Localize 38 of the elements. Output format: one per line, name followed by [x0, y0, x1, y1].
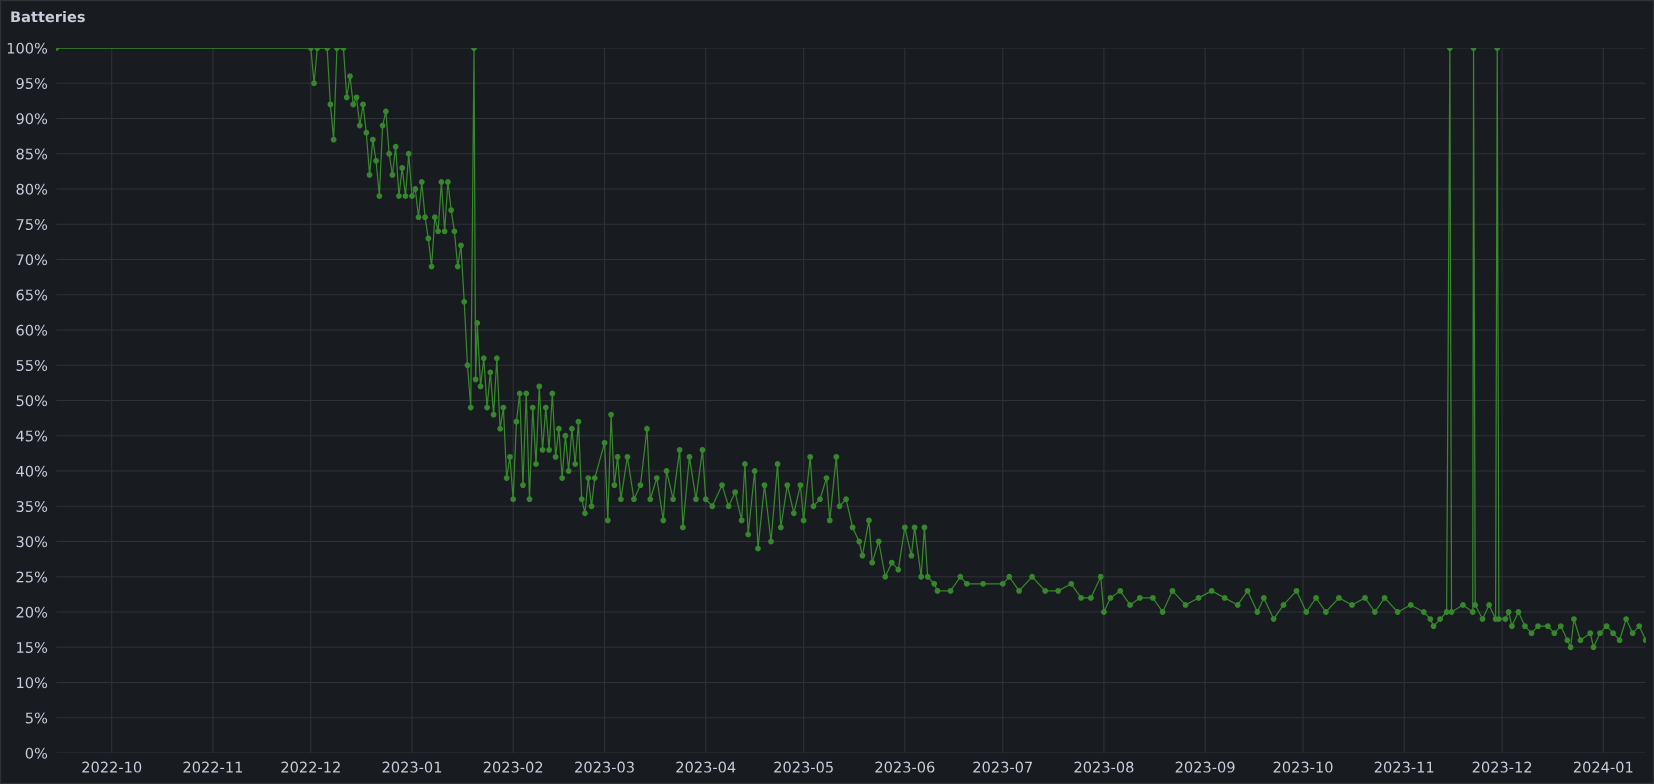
y-tick-label: 60% — [16, 324, 48, 336]
x-tick-label: 2022-11 — [183, 761, 243, 773]
y-tick-label: 85% — [16, 148, 48, 160]
x-tick-label: 2023-11 — [1374, 761, 1434, 773]
y-tick-label: 20% — [16, 606, 48, 618]
y-tick-label: 70% — [16, 254, 48, 266]
y-tick-label: 50% — [16, 395, 48, 407]
y-tick-label: 35% — [16, 500, 48, 512]
x-tick-label: 2023-07 — [973, 761, 1032, 773]
x-tick-label: 2023-08 — [1074, 761, 1134, 773]
y-tick-label: 100% — [7, 42, 48, 54]
y-tick-label: 5% — [25, 712, 48, 724]
y-tick-label: 40% — [16, 465, 48, 477]
y-tick-label: 10% — [17, 677, 48, 689]
y-tick-label: 30% — [16, 536, 48, 548]
x-tick-label: 2023-06 — [875, 761, 935, 773]
x-tick-label: 2023-01 — [382, 761, 442, 773]
y-tick-label: 90% — [16, 113, 48, 125]
x-tick-label: 2022-10 — [82, 761, 142, 773]
x-tick-label: 2023-02 — [483, 761, 543, 773]
x-tick-label: 2023-03 — [575, 761, 634, 773]
y-tick-label: 15% — [17, 641, 48, 653]
x-tick-label: 2023-10 — [1273, 761, 1333, 773]
x-tick-label: 2022-12 — [281, 761, 340, 773]
x-tick-label: 2023-12 — [1472, 761, 1532, 773]
y-tick-label: 45% — [16, 430, 48, 442]
y-tick-label: 80% — [16, 183, 48, 195]
x-tick-label: 2024-01 — [1573, 761, 1633, 773]
y-tick-label: 65% — [16, 289, 48, 301]
y-tick-label: 95% — [16, 77, 48, 89]
y-tick-label: 55% — [16, 359, 48, 371]
y-tick-label: 25% — [16, 571, 48, 583]
y-tick-label: 75% — [16, 218, 48, 230]
x-tick-label: 2023-09 — [1175, 761, 1235, 773]
chart-title: Batteries — [11, 10, 85, 23]
x-tick-label: 2023-05 — [774, 761, 833, 773]
y-tick-label: 0% — [25, 747, 48, 759]
x-tick-label: 2023-04 — [676, 761, 736, 773]
